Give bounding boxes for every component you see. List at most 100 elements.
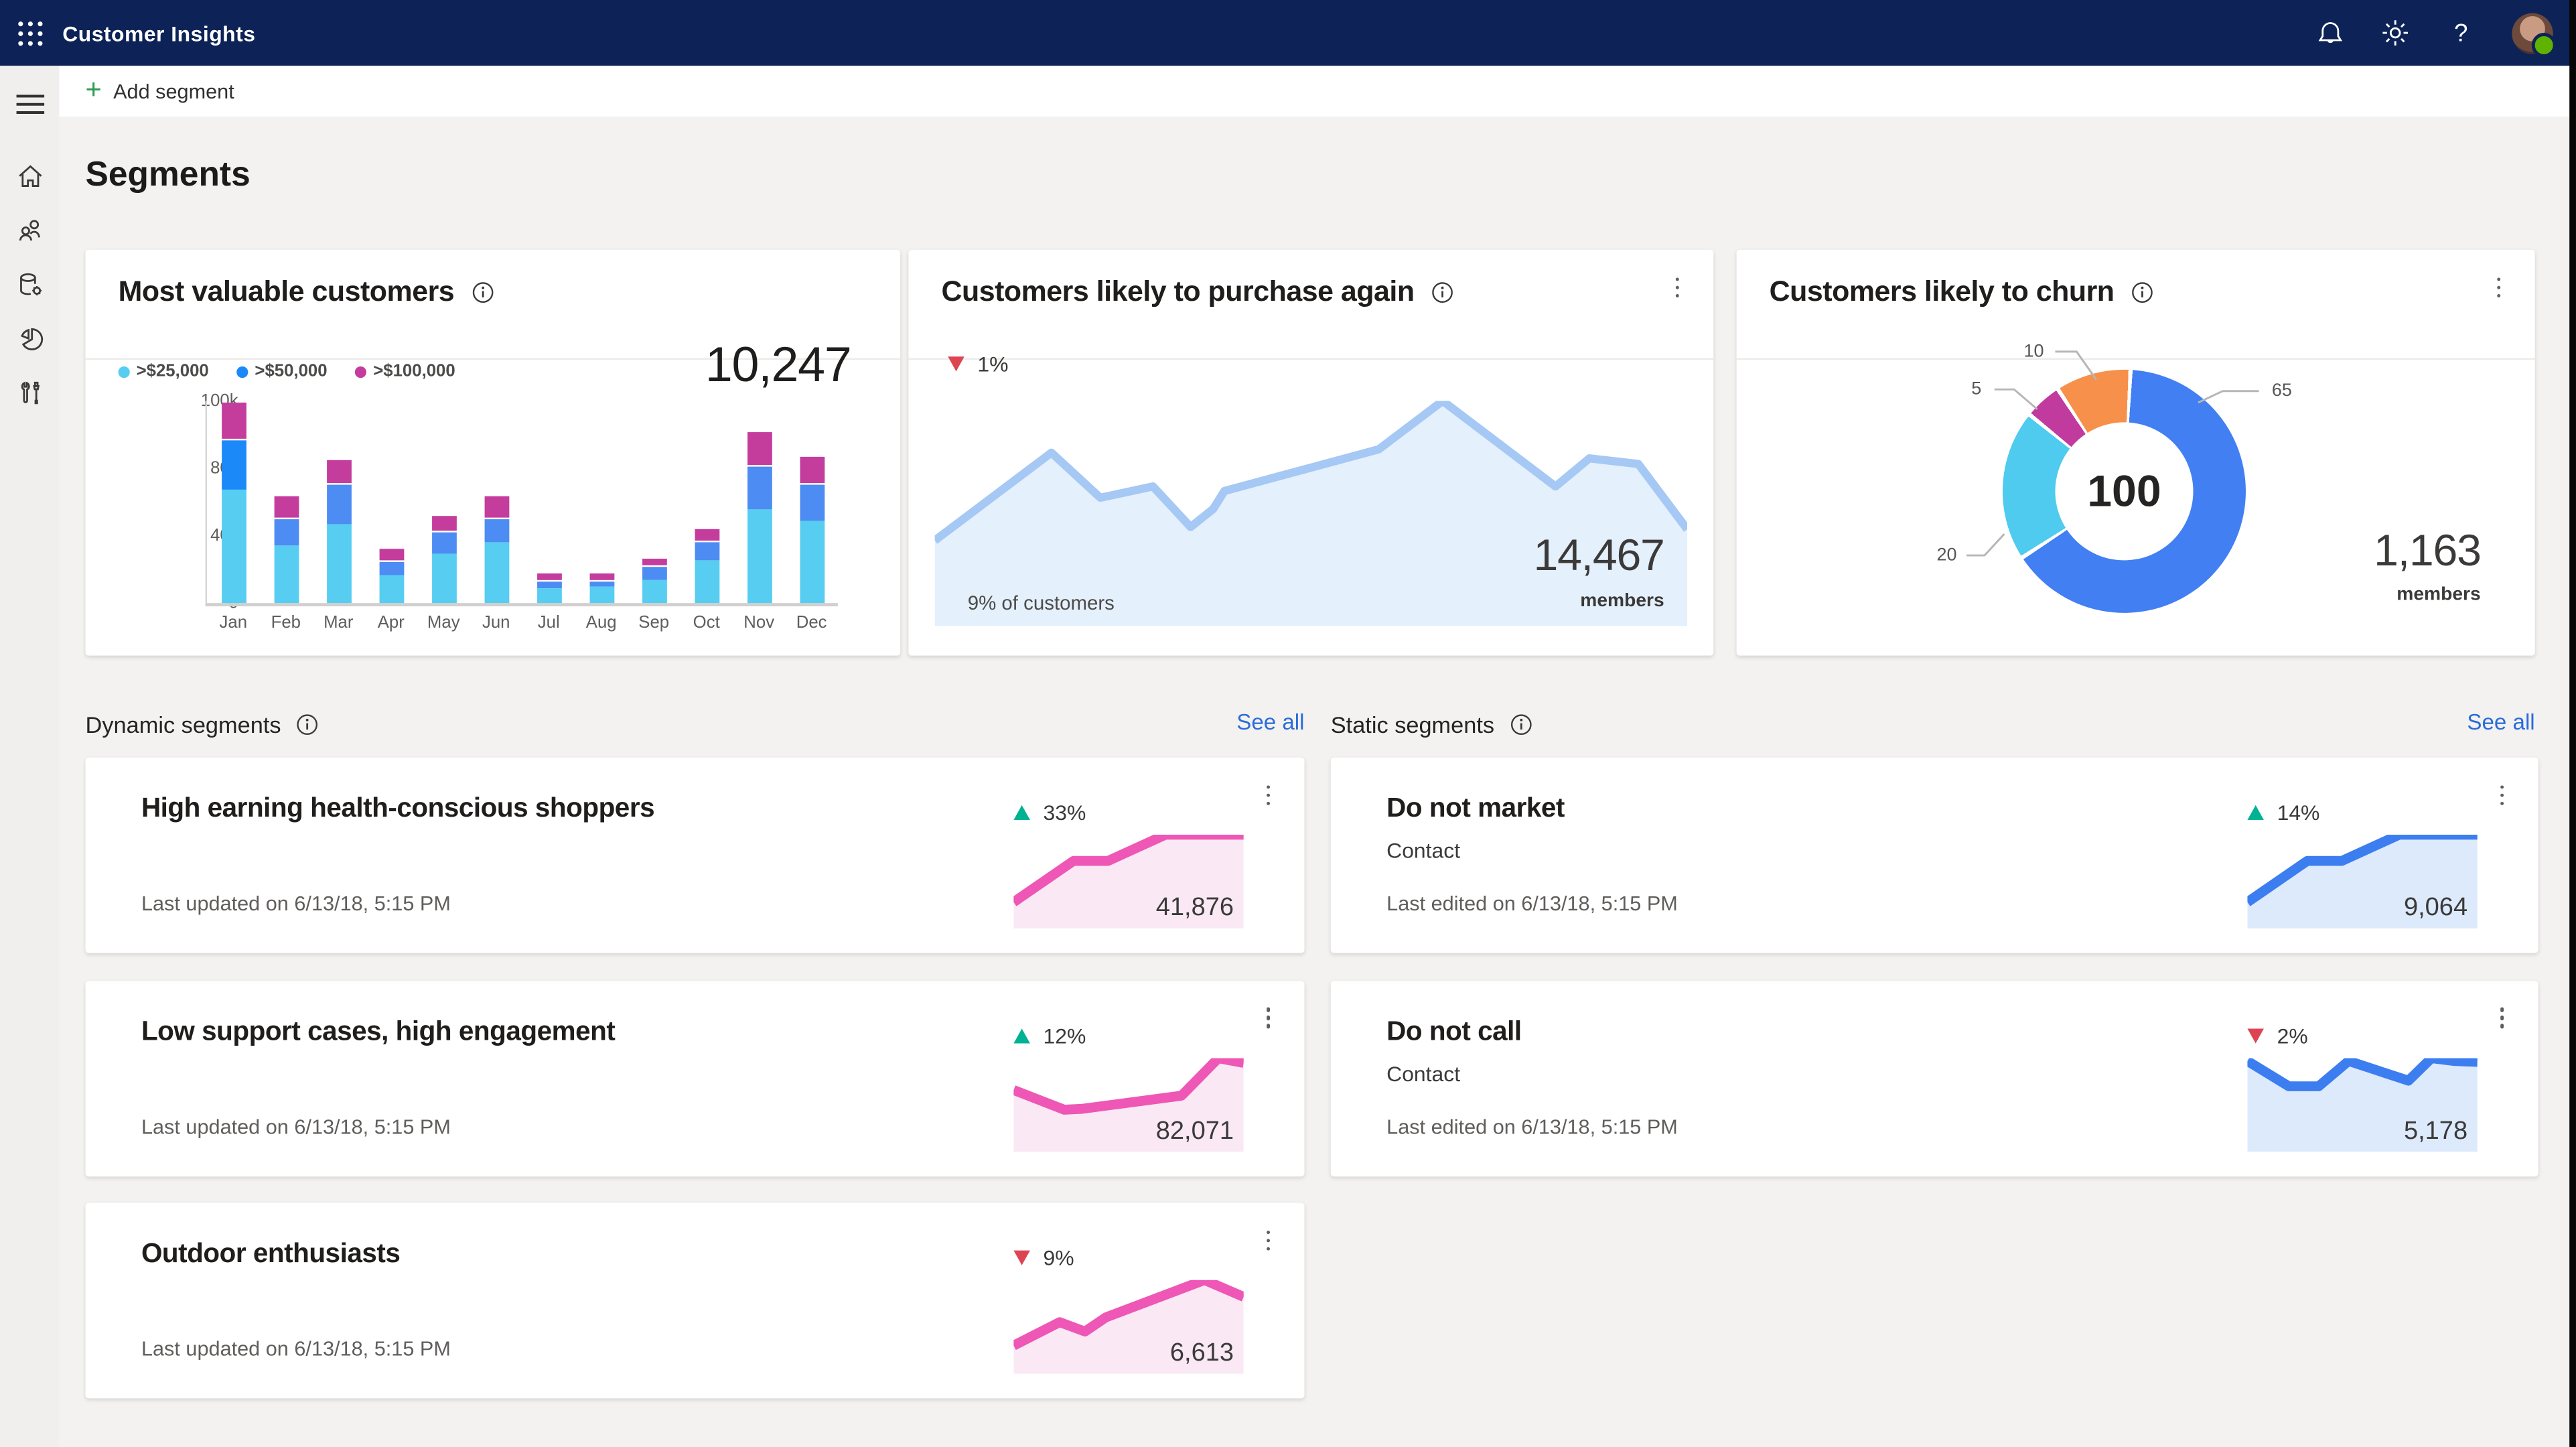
more-options-kebab-icon[interactable] — [1255, 780, 1281, 810]
info-icon[interactable] — [1509, 713, 1532, 736]
trend-value: 33% — [1043, 800, 1086, 825]
trend-up-icon — [1013, 1028, 1030, 1043]
trend-value: 2% — [2277, 1022, 2308, 1048]
bar-aug[interactable] — [575, 401, 627, 604]
segment-title: Outdoor enthusiasts — [141, 1239, 401, 1269]
area-chart-svg — [1013, 835, 1244, 928]
trend-up-icon — [2247, 805, 2264, 820]
nav-audience-icon[interactable] — [0, 206, 59, 255]
bar-oct[interactable] — [680, 401, 732, 604]
month-label: Oct — [693, 612, 720, 633]
top-app-bar: Customer Insights — [0, 0, 2576, 66]
more-options-kebab-icon[interactable] — [1255, 1003, 1281, 1032]
bar-jan[interactable] — [207, 401, 259, 604]
bar-segment — [431, 554, 456, 604]
segment-member-count: 9,064 — [2403, 894, 2468, 922]
more-options-kebab-icon[interactable] — [2489, 1003, 2515, 1032]
waffle-icon — [17, 20, 42, 46]
more-options-kebab-icon[interactable] — [2489, 780, 2515, 810]
trend-indicator: 14% — [2247, 801, 2477, 825]
month-label: Sep — [638, 612, 670, 633]
month-label: Apr — [377, 612, 405, 633]
bar-segment — [220, 439, 246, 490]
segment-title: Do not call — [1386, 1016, 1522, 1046]
segment-title: Do not market — [1386, 793, 1565, 823]
more-options-kebab-icon[interactable] — [1255, 1226, 1281, 1255]
bar-jun[interactable] — [470, 401, 522, 604]
bar-segment — [536, 588, 561, 604]
card-title: Customers likely to churn — [1769, 274, 2115, 307]
bar-dec[interactable] — [785, 401, 837, 604]
settings-gear-icon[interactable] — [2380, 18, 2410, 48]
segment-member-count: 41,876 — [1155, 894, 1234, 922]
month-label: Feb — [271, 612, 301, 633]
info-icon[interactable] — [471, 280, 494, 303]
segment-card[interactable]: Low support cases, high engagement Last u… — [85, 980, 1305, 1176]
bar-nov[interactable] — [733, 401, 785, 604]
segment-member-count: 6,613 — [1169, 1339, 1234, 1367]
month-label: Aug — [585, 612, 617, 633]
help-icon[interactable]: ? — [2454, 19, 2468, 47]
more-options-kebab-icon[interactable] — [1664, 273, 1691, 302]
info-icon[interactable] — [1431, 280, 1453, 303]
app-title: Customer Insights — [62, 20, 256, 46]
app-launcher-waffle-icon[interactable] — [0, 0, 59, 66]
see-all-static-link[interactable]: See all — [2467, 709, 2535, 735]
month-label: Mar — [324, 612, 354, 633]
legend-dot-icon — [355, 365, 367, 377]
segment-member-count: 82,071 — [1155, 1116, 1234, 1145]
bar-segment — [378, 562, 404, 575]
x-axis-line — [205, 603, 838, 606]
bar-segment — [431, 532, 456, 555]
month-label: Jul — [537, 612, 560, 633]
bar-may[interactable] — [417, 401, 470, 604]
user-avatar[interactable] — [2512, 12, 2557, 57]
area-chart-svg — [1013, 1057, 1244, 1152]
bar-segment — [694, 542, 719, 561]
segment-card[interactable]: Do not call Contact Last edited on 6/13/18… — [1330, 980, 2538, 1176]
total-count: 10,247 — [705, 338, 852, 393]
segment-card[interactable]: Outdoor enthusiasts Last updated on 6/13/… — [85, 1202, 1305, 1399]
bar-segment — [378, 549, 404, 561]
bar-segment — [431, 515, 456, 531]
segment-last-updated: Last edited on 6/13/18, 5:15 PM — [1386, 892, 1678, 916]
trend-down-icon — [2247, 1028, 2264, 1043]
members-count: 14,467 — [1533, 531, 1664, 580]
bar-segment — [220, 402, 246, 438]
members-label: members — [1580, 592, 1664, 612]
bar-segment — [484, 542, 509, 604]
bar-jul[interactable] — [522, 401, 575, 604]
card-likely-to-churn: Customers likely to churn 100 10 65 20 5 1,… — [1736, 249, 2535, 656]
sparkline-chart: 82,071 — [1013, 1057, 1244, 1152]
bar-segment — [536, 581, 561, 588]
info-icon[interactable] — [2131, 280, 2153, 303]
segment-card[interactable]: Do not market Contact Last edited on 6/13/… — [1330, 757, 2538, 953]
bar-segment — [799, 485, 825, 521]
area-chart-svg — [2247, 1057, 2478, 1152]
month-label: Jan — [219, 612, 248, 633]
donut-slice-label: 65 — [2271, 381, 2292, 401]
nav-home-icon[interactable] — [0, 151, 59, 201]
more-options-kebab-icon[interactable] — [2486, 273, 2512, 302]
bar-sep[interactable] — [628, 401, 680, 604]
bar-mar[interactable] — [312, 401, 364, 604]
bar-apr[interactable] — [365, 401, 417, 604]
page-title: Segments — [85, 156, 251, 194]
bar-segment — [273, 545, 299, 604]
bar-segment — [589, 572, 614, 579]
bar-segment — [694, 561, 719, 604]
trend-value: 9% — [1043, 1245, 1074, 1271]
sparkline-chart: 9,064 — [2247, 835, 2478, 928]
hamburger-menu-icon[interactable] — [0, 79, 59, 129]
add-segment-button[interactable]: + Add segment — [85, 74, 234, 105]
nav-tools-icon[interactable] — [0, 368, 59, 417]
segment-card[interactable]: High earning health-conscious shoppers La… — [85, 757, 1305, 953]
members-count: 1,163 — [2374, 525, 2482, 575]
info-icon[interactable] — [296, 713, 319, 736]
month-label: May — [427, 612, 460, 633]
notifications-bell-icon[interactable] — [2315, 18, 2344, 48]
see-all-dynamic-link[interactable]: See all — [1236, 709, 1305, 735]
nav-data-sources-icon[interactable] — [0, 260, 59, 309]
nav-insights-icon[interactable] — [0, 314, 59, 363]
bar-feb[interactable] — [260, 401, 312, 604]
